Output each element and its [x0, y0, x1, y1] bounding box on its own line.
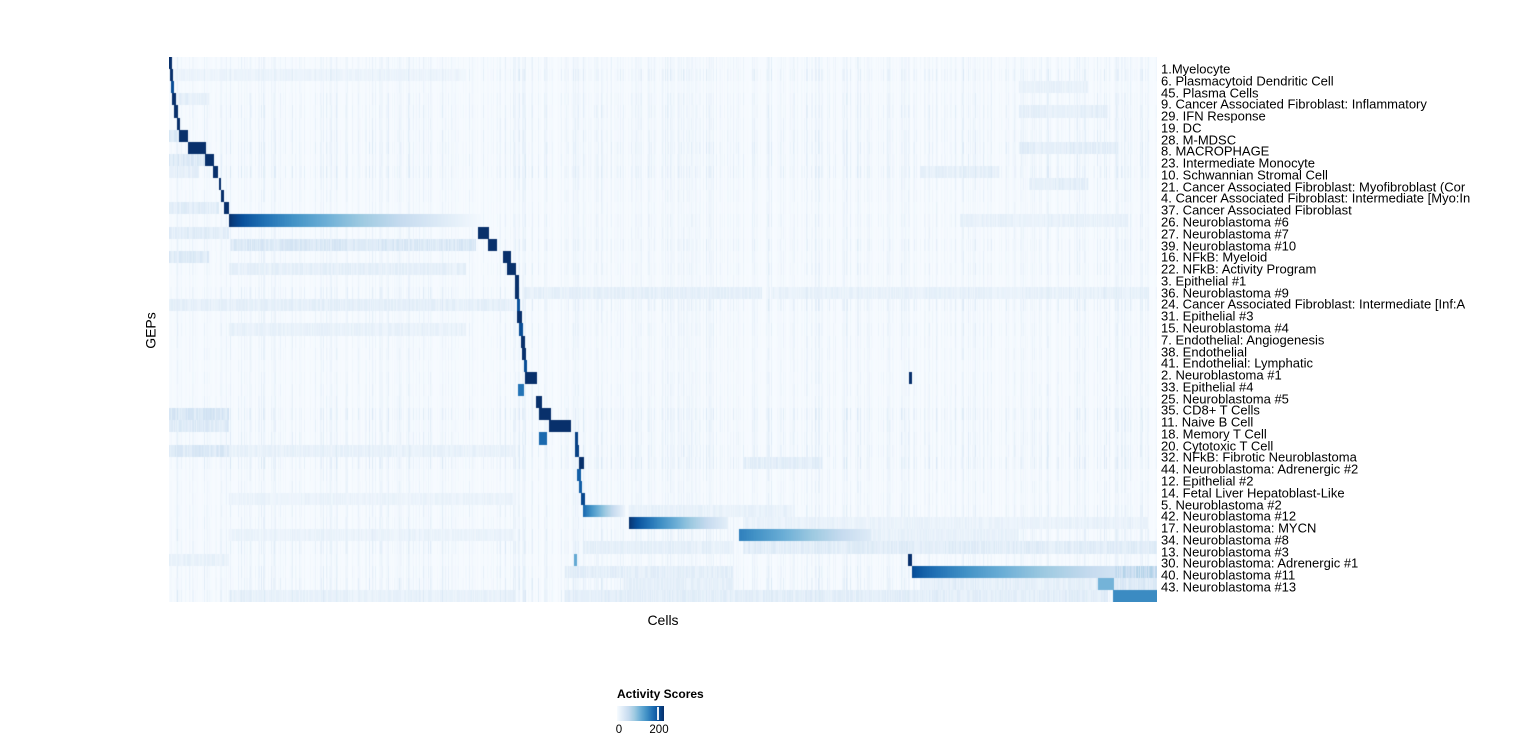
row-label: 43. Neuroblastoma #13 — [1161, 579, 1297, 595]
row-label: 24. Cancer Associated Fibroblast: Interm… — [1161, 296, 1466, 312]
row-labels: 1.Myelocyte 6. Plasmacytoid Dendritic Cel… — [1161, 57, 1540, 609]
row-label: 11. Naive B Cell — [1161, 414, 1254, 430]
row-label: 10. Schwannian Stromal Cell — [1161, 167, 1328, 183]
row-label: 40. Neuroblastoma #11 — [1161, 567, 1296, 583]
colorbar-tick-label-0: 0 — [615, 724, 623, 736]
row-label: 32. NFkB: Fibrotic Neuroblastoma — [1161, 449, 1357, 465]
colorbar-gradient — [617, 706, 664, 721]
row-label: 22. NFkB: Activity Program — [1161, 261, 1317, 277]
row-label: 27. Neuroblastoma #7 — [1161, 226, 1289, 242]
row-label: 39. Neuroblastoma #10 — [1161, 238, 1297, 254]
row-label: 28. M-MDSC — [1161, 132, 1237, 148]
row-label: 37. Cancer Associated Fibroblast — [1161, 202, 1352, 218]
row-label: 5. Neuroblastoma #2 — [1161, 497, 1282, 513]
row-label: 16. NFkB: Myeloid — [1161, 249, 1268, 265]
row-label: 44. Neuroblastoma: Adrenergic #2 — [1161, 461, 1359, 477]
row-label: 29. IFN Response — [1161, 108, 1266, 124]
row-label: 6. Plasmacytoid Dendritic Cell — [1161, 73, 1334, 89]
row-label: 38. Endothelial — [1161, 344, 1248, 360]
x-axis-label: Cells — [647, 612, 679, 628]
row-label: 2. Neuroblastoma #1 — [1161, 367, 1282, 383]
row-label: 41. Endothelial: Lymphatic — [1161, 355, 1314, 371]
heatmap-canvas — [169, 57, 1157, 602]
row-label: 9. Cancer Associated Fibroblast: Inflamm… — [1161, 96, 1427, 112]
row-label: 23. Intermediate Monocyte — [1161, 155, 1315, 171]
row-label: 13. Neuroblastoma #3 — [1161, 544, 1289, 560]
row-label: 17. Neuroblastoma: MYCN — [1161, 520, 1317, 536]
row-label: 12. Epithelial #2 — [1161, 473, 1254, 489]
row-label: 26. Neuroblastoma #6 — [1161, 214, 1289, 230]
row-label: 34. Neuroblastoma #8 — [1161, 532, 1289, 548]
row-label: 20. Cytotoxic T Cell — [1161, 438, 1274, 454]
row-label: 31. Epithelial #3 — [1161, 308, 1254, 324]
row-label: 3. Epithelial #1 — [1161, 273, 1247, 289]
colorbar-tick-label-200: 200 — [649, 724, 669, 736]
row-label: 4. Cancer Associated Fibroblast: Interme… — [1161, 190, 1471, 206]
row-label: 25. Neuroblastoma #5 — [1161, 391, 1289, 407]
row-label: 8. MACROPHAGE — [1161, 143, 1270, 159]
legend-title: Activity Scores — [617, 687, 704, 701]
row-label: 19. DC — [1161, 120, 1202, 136]
row-label: 35. CD8+ T Cells — [1161, 402, 1260, 418]
row-label: 36. Neuroblastoma #9 — [1161, 285, 1289, 301]
row-label: 33. Epithelial #4 — [1161, 379, 1254, 395]
colorbar-legend: Activity Scores 0 200 — [615, 687, 704, 737]
row-label: 15. Neuroblastoma #4 — [1161, 320, 1289, 336]
row-label: 21. Cancer Associated Fibroblast: Myofib… — [1161, 179, 1466, 195]
row-label: 45. Plasma Cells — [1161, 85, 1259, 101]
row-label: 7. Endothelial: Angiogenesis — [1161, 332, 1325, 348]
row-label: 18. Memory T Cell — [1161, 426, 1267, 442]
y-axis-label: GEPs — [142, 312, 159, 349]
row-label: 42. Neuroblastoma #12 — [1161, 508, 1297, 524]
colorbar-ticks: 0 200 — [615, 724, 704, 737]
row-label: 14. Fetal Liver Hepatoblast-Like — [1161, 485, 1345, 501]
colorbar-tick-mark — [657, 707, 659, 720]
row-label: 30. Neuroblastoma: Adrenergic #1 — [1161, 555, 1359, 571]
row-label: 1.Myelocyte — [1161, 61, 1231, 77]
